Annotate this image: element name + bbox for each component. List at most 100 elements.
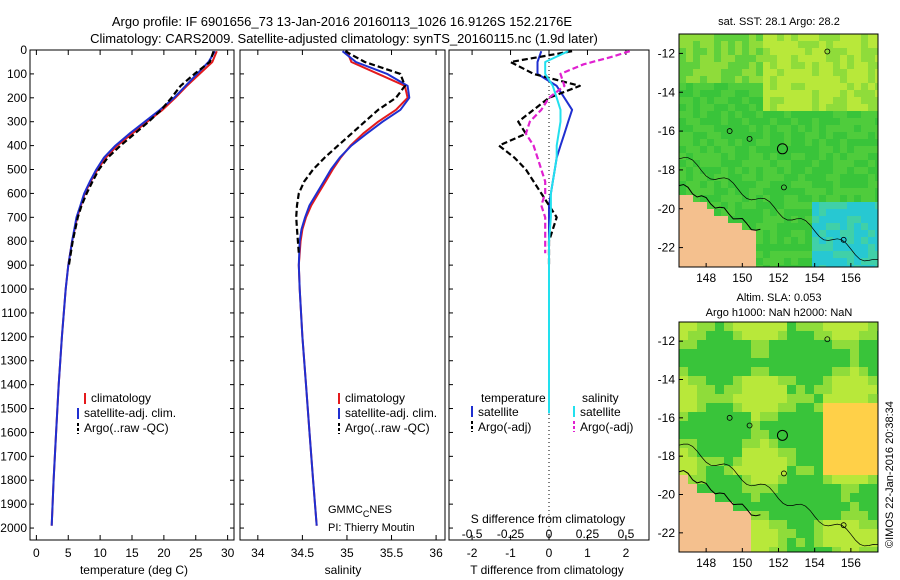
map-cell bbox=[854, 146, 862, 154]
map-cell bbox=[679, 484, 689, 494]
map-cell bbox=[833, 195, 841, 203]
map-cell bbox=[742, 349, 752, 359]
map-cell bbox=[760, 367, 770, 377]
map-cell bbox=[805, 331, 815, 341]
series-salinity-argo-adj- bbox=[524, 50, 631, 254]
map-cell bbox=[715, 547, 725, 552]
map-cell bbox=[763, 265, 771, 267]
map-cell bbox=[769, 475, 779, 485]
map-cell bbox=[715, 520, 725, 530]
map-cell bbox=[688, 430, 698, 440]
map-cell bbox=[756, 209, 764, 217]
map-cell bbox=[749, 160, 757, 168]
map-cell bbox=[854, 76, 862, 84]
map-cell bbox=[714, 202, 722, 210]
map-cell bbox=[868, 132, 876, 140]
x-tick-label: -1 bbox=[505, 546, 516, 560]
map-cell bbox=[814, 331, 824, 341]
map-cell bbox=[875, 69, 878, 77]
map-cell bbox=[756, 167, 764, 175]
map-cell bbox=[706, 385, 716, 395]
legend-label-argo: Argo(..raw -QC) bbox=[84, 421, 169, 435]
map-cell bbox=[826, 167, 834, 175]
map-cell bbox=[721, 97, 729, 105]
map-cell bbox=[742, 403, 752, 413]
map-cell bbox=[706, 439, 716, 449]
map-cell bbox=[819, 62, 827, 70]
map-cell bbox=[769, 340, 779, 350]
map-cell bbox=[833, 132, 841, 140]
map-cell bbox=[787, 484, 797, 494]
map-cell bbox=[686, 48, 694, 56]
map-cell bbox=[728, 76, 736, 84]
map-cell bbox=[742, 367, 752, 377]
map-cell bbox=[679, 376, 689, 386]
map-cell bbox=[735, 202, 743, 210]
map-cell bbox=[832, 376, 842, 386]
map-cell bbox=[868, 394, 878, 404]
map-cell bbox=[693, 258, 701, 266]
map-cell bbox=[707, 41, 715, 49]
map-cell bbox=[833, 104, 841, 112]
map-cell bbox=[751, 412, 761, 422]
map-cell bbox=[728, 216, 736, 224]
map-cell bbox=[693, 244, 701, 252]
map-cell bbox=[763, 251, 771, 259]
map-cell bbox=[859, 412, 869, 422]
map-cell bbox=[850, 511, 860, 521]
map-cell bbox=[847, 230, 855, 238]
map-cell bbox=[805, 258, 813, 266]
map-cell bbox=[840, 237, 848, 245]
map-cell bbox=[833, 125, 841, 133]
map-cell bbox=[823, 547, 833, 552]
map-cell bbox=[833, 202, 841, 210]
map-cell bbox=[778, 538, 788, 548]
map-cell bbox=[760, 457, 770, 467]
map-cell bbox=[787, 331, 797, 341]
map-cell bbox=[875, 41, 878, 49]
map-cell bbox=[812, 230, 820, 238]
map-cell bbox=[798, 97, 806, 105]
map-cell bbox=[875, 48, 878, 56]
map-cell bbox=[693, 139, 701, 147]
map-cell bbox=[823, 322, 833, 332]
map-cell bbox=[760, 511, 770, 521]
map-cell bbox=[796, 394, 806, 404]
map-cell bbox=[787, 547, 797, 552]
map-y-tick-label: -14 bbox=[658, 373, 676, 387]
x-tick-label: 2 bbox=[623, 546, 630, 560]
map-cell bbox=[814, 403, 824, 413]
map-cell bbox=[721, 230, 729, 238]
map-cell bbox=[735, 118, 743, 126]
difference-x-ticks: -2 -1 0 1 2-0.5 -0.25 0 0.25 0.5 bbox=[462, 50, 635, 560]
map-cell bbox=[814, 502, 824, 512]
map-cell bbox=[784, 62, 792, 70]
map-cell bbox=[861, 258, 869, 266]
map-cell bbox=[742, 188, 750, 196]
map-cell bbox=[724, 403, 734, 413]
map-cell bbox=[868, 475, 878, 485]
map-cell bbox=[840, 160, 848, 168]
map-cell bbox=[686, 83, 694, 91]
map-cell bbox=[749, 251, 757, 259]
map-cell bbox=[826, 230, 834, 238]
map-cell bbox=[861, 97, 869, 105]
map-cell bbox=[832, 511, 842, 521]
map-cell bbox=[861, 223, 869, 231]
map-cell bbox=[751, 484, 761, 494]
map-cell bbox=[700, 244, 708, 252]
map-cell bbox=[778, 475, 788, 485]
map-cell bbox=[686, 139, 694, 147]
map-cell bbox=[742, 322, 752, 332]
map-cell bbox=[777, 146, 785, 154]
map-cell bbox=[715, 376, 725, 386]
map-cell bbox=[868, 511, 878, 521]
map-cell bbox=[728, 265, 736, 267]
map-cell bbox=[742, 174, 750, 182]
map-cell bbox=[854, 34, 862, 42]
map-cell bbox=[823, 376, 833, 386]
map-cell bbox=[796, 421, 806, 431]
map-cell bbox=[715, 529, 725, 539]
map-cell bbox=[715, 412, 725, 422]
map-cell bbox=[724, 529, 734, 539]
